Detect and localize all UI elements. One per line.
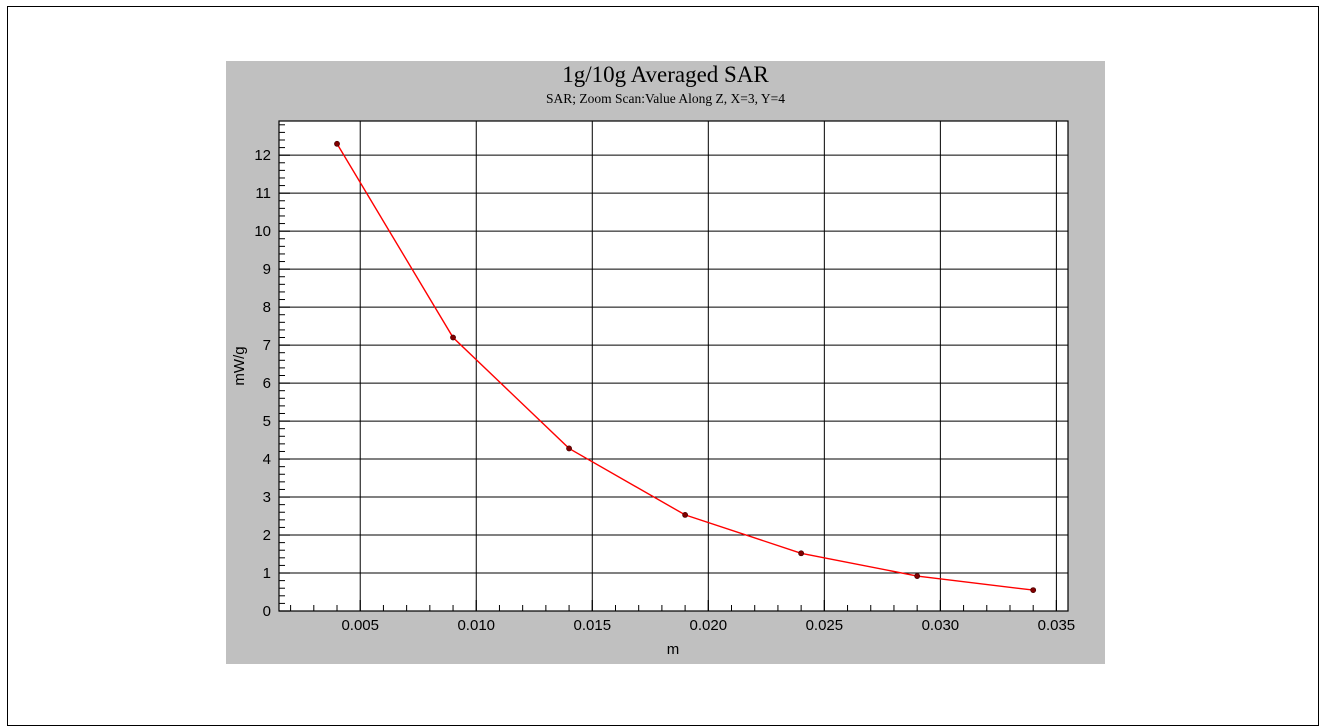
x-tick-label: 0.015 — [574, 617, 612, 634]
y-tick-label: 3 — [263, 489, 271, 506]
x-tick-label: 0.030 — [922, 617, 960, 634]
x-tick-label: 0.010 — [457, 617, 495, 634]
y-tick-label: 5 — [263, 413, 271, 430]
grid-lines — [279, 121, 1068, 612]
x-tick-label: 0.035 — [1038, 617, 1076, 634]
minor-ticks — [279, 124, 1057, 612]
y-tick-label: 11 — [255, 185, 271, 202]
y-tick-label: 8 — [263, 299, 271, 316]
data-point — [450, 334, 456, 341]
y-axis-label: mW/g — [231, 346, 248, 385]
y-tick-label: 10 — [254, 223, 271, 240]
plot-border — [278, 120, 1069, 612]
chart-subtitle: SAR; Zoom Scan:Value Along Z, X=3, Y=4 — [546, 91, 785, 106]
y-tick-label: 9 — [263, 261, 271, 278]
chart-panel: 1g/10g Averaged SAR SAR; Zoom Scan:Value… — [226, 61, 1105, 664]
y-tick-label: 6 — [263, 375, 271, 392]
x-tick-label: 0.020 — [690, 617, 728, 634]
chart-title: 1g/10g Averaged SAR — [562, 62, 769, 87]
data-point — [914, 573, 921, 579]
data-point — [682, 511, 689, 518]
y-tick-label: 7 — [263, 337, 271, 354]
data-point — [334, 140, 340, 147]
x-axis-label: m — [667, 641, 680, 658]
data-point — [1030, 587, 1037, 594]
y-tick-label: 1 — [263, 565, 271, 582]
y-tick-label: 4 — [263, 451, 271, 468]
y-tick-label: 12 — [254, 147, 271, 164]
data-point — [566, 445, 572, 452]
x-tick-label: 0.005 — [341, 617, 379, 634]
x-tick-label: 0.025 — [806, 617, 844, 634]
x-tick-labels: 0.005 0.010 0.015 0.020 0.025 0.030 0.035 — [341, 617, 1075, 634]
series-layer — [334, 140, 1037, 594]
y-tick-label: 2 — [263, 527, 271, 544]
plot-area — [279, 121, 1068, 611]
data-point — [798, 550, 805, 557]
y-tick-label: 0 — [263, 603, 271, 620]
